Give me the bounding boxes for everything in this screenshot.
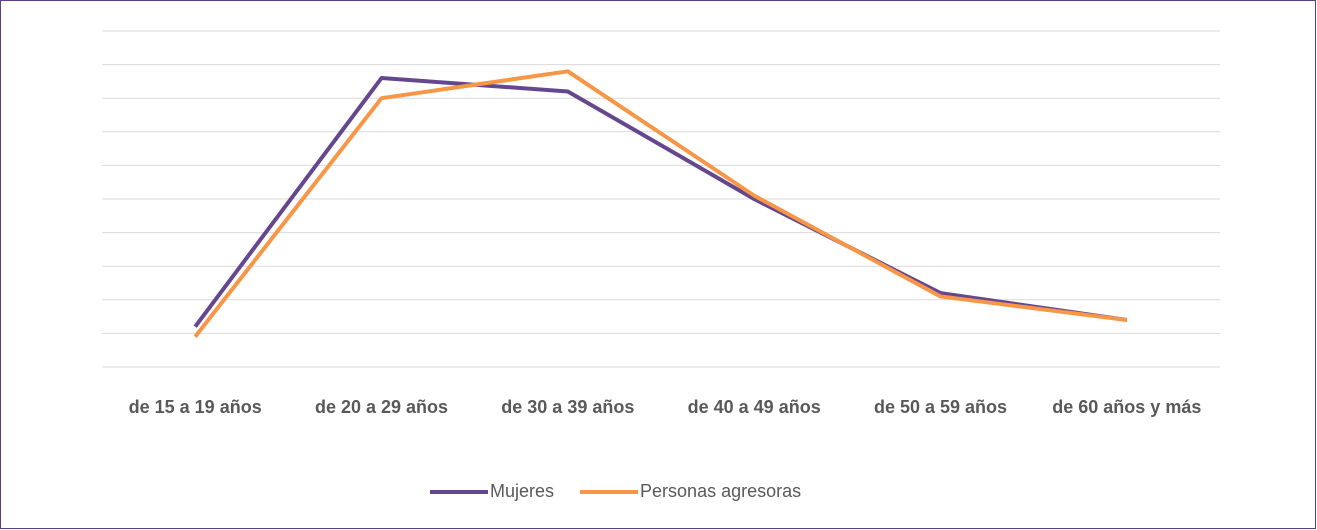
- data-line: [193, 69, 1128, 338]
- x-tick-label: de 60 años y más: [1052, 397, 1202, 417]
- x-tick-label: de 30 a 39 años: [501, 397, 635, 417]
- legend-label: Personas agresoras: [640, 481, 801, 501]
- x-tick-label: de 20 a 29 años: [314, 397, 449, 417]
- legend-label: Mujeres: [490, 481, 554, 501]
- data-line: [193, 76, 1128, 328]
- x-tick-label: de 50 a 59 años: [873, 397, 1008, 417]
- x-tick-label: de 40 a 49 años: [687, 397, 821, 417]
- x-tick-label: de 15 a 19 años: [128, 397, 262, 417]
